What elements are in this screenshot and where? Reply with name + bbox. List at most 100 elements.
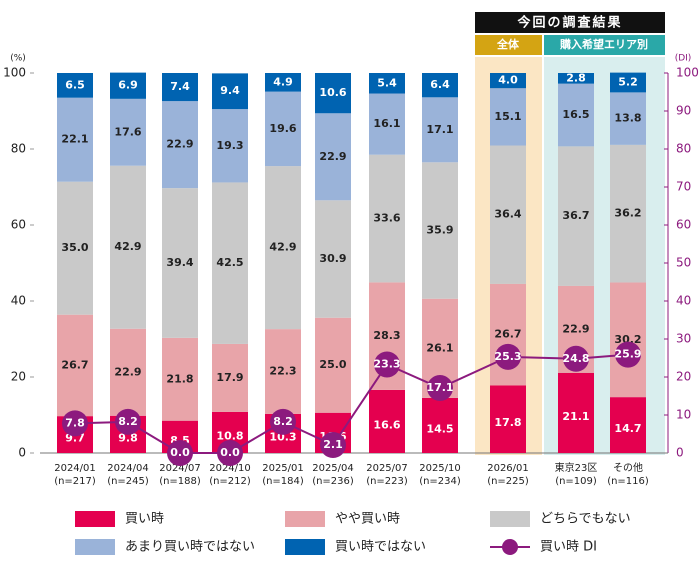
data-label: 36.4 [494, 208, 521, 221]
di-label: 23.3 [373, 357, 400, 370]
data-label: 26.1 [426, 341, 453, 354]
bar-segment [315, 113, 351, 201]
legend-label: 買い時 DI [540, 540, 597, 555]
bar-segment [212, 343, 248, 412]
di-label: 25.3 [494, 350, 521, 363]
bar-segment [315, 200, 351, 318]
data-label: 6.4 [430, 78, 450, 91]
x-tick-label: 2024/10 [209, 463, 251, 474]
y2-tick-label: 0 [676, 446, 684, 460]
data-label: 33.6 [373, 212, 400, 225]
y-tick-label: 60 [11, 218, 26, 232]
bar-segment [162, 73, 198, 102]
bar-segment [57, 97, 93, 182]
y2-tick-label: 90 [676, 104, 691, 118]
data-label: 6.5 [65, 78, 85, 91]
x-tick-sublabel: (n=116) [607, 476, 649, 487]
bar-segment [212, 73, 248, 110]
di-marker [495, 343, 521, 370]
data-label: 10.6 [319, 86, 346, 99]
data-label: 15.1 [494, 110, 521, 123]
y2-tick-label: 80 [676, 142, 691, 156]
x-tick-sublabel: (n=223) [366, 476, 408, 487]
data-label: 14.7 [614, 422, 641, 435]
data-label: 22.3 [269, 364, 296, 377]
bar-segment [490, 145, 526, 284]
data-label: 17.6 [114, 125, 141, 138]
bar-segment [110, 328, 146, 416]
bar-segment [265, 329, 301, 414]
y2-tick-label: 20 [676, 370, 691, 384]
bar-segment [490, 385, 526, 453]
di-label: 24.8 [562, 352, 589, 365]
bar-segment [610, 282, 646, 398]
bar-segment [558, 83, 594, 147]
data-label: 22.9 [319, 150, 346, 163]
legend-marker [502, 539, 518, 555]
x-tick-label: 2024/01 [54, 463, 96, 474]
bar-segment [162, 337, 198, 421]
y2-tick-label: 100 [676, 66, 699, 80]
di-label: 8.2 [118, 415, 138, 428]
bar-segment [610, 144, 646, 283]
di-marker [320, 432, 346, 459]
x-tick-sublabel: (n=225) [487, 476, 529, 487]
di-label: 0.0 [220, 446, 240, 459]
legend-swatch [490, 511, 530, 527]
x-tick-label: 2026/01 [487, 463, 529, 474]
y-tick-label: 20 [11, 370, 26, 384]
x-tick-label: 2024/07 [159, 463, 201, 474]
data-label: 35.9 [426, 224, 453, 237]
y2-tick-label: 50 [676, 256, 691, 270]
data-label: 9.4 [220, 84, 240, 97]
legend-label: どちらでもない [540, 512, 631, 527]
y2-tick-label: 30 [676, 332, 691, 346]
y2-tick-label: 10 [676, 408, 691, 422]
data-label: 4.9 [273, 75, 293, 88]
x-tick-label: 2025/10 [419, 463, 461, 474]
y2-tick-label: 70 [676, 180, 691, 194]
data-label: 42.9 [114, 240, 141, 253]
legend-label: やや買い時 [335, 512, 400, 527]
data-label: 21.8 [166, 372, 193, 385]
data-label: 4.0 [498, 74, 518, 87]
bar-segment [610, 92, 646, 145]
bar-segment [110, 72, 146, 99]
bar-segment [558, 73, 594, 84]
data-label: 17.1 [426, 123, 453, 136]
bar-segment [265, 73, 301, 92]
data-label: 19.6 [269, 122, 296, 135]
header-title: 今回の調査結果 [516, 15, 622, 31]
bar-segment [162, 188, 198, 338]
x-tick-label: その他 [613, 461, 643, 474]
data-label: 22.9 [562, 322, 589, 335]
bar-segment [57, 314, 93, 417]
data-label: 39.4 [166, 256, 193, 269]
di-label: 0.0 [170, 446, 190, 459]
di-marker [427, 375, 453, 402]
group-label: 全体 [496, 37, 520, 51]
di-marker [615, 341, 641, 368]
y-tick-label: 0 [18, 446, 26, 460]
y2-tick-label: 60 [676, 218, 691, 232]
di-label: 2.1 [323, 438, 343, 451]
data-label: 16.5 [562, 108, 589, 121]
group-box [475, 35, 542, 55]
x-tick-sublabel: (n=217) [54, 476, 96, 487]
data-label: 9.8 [118, 431, 138, 444]
y-axis-label: (%) [10, 54, 26, 64]
data-label: 13.8 [614, 112, 641, 125]
di-marker [62, 410, 88, 437]
data-label: 28.3 [373, 329, 400, 342]
bar-segment [315, 73, 351, 114]
legend-swatch [75, 511, 115, 527]
bar-segment [422, 73, 458, 98]
bar-segment [162, 101, 198, 189]
data-label: 42.9 [269, 241, 296, 254]
bar-segment [57, 73, 93, 98]
bar-segment [212, 109, 248, 183]
data-label: 22.1 [61, 133, 88, 146]
di-marker [374, 351, 400, 378]
